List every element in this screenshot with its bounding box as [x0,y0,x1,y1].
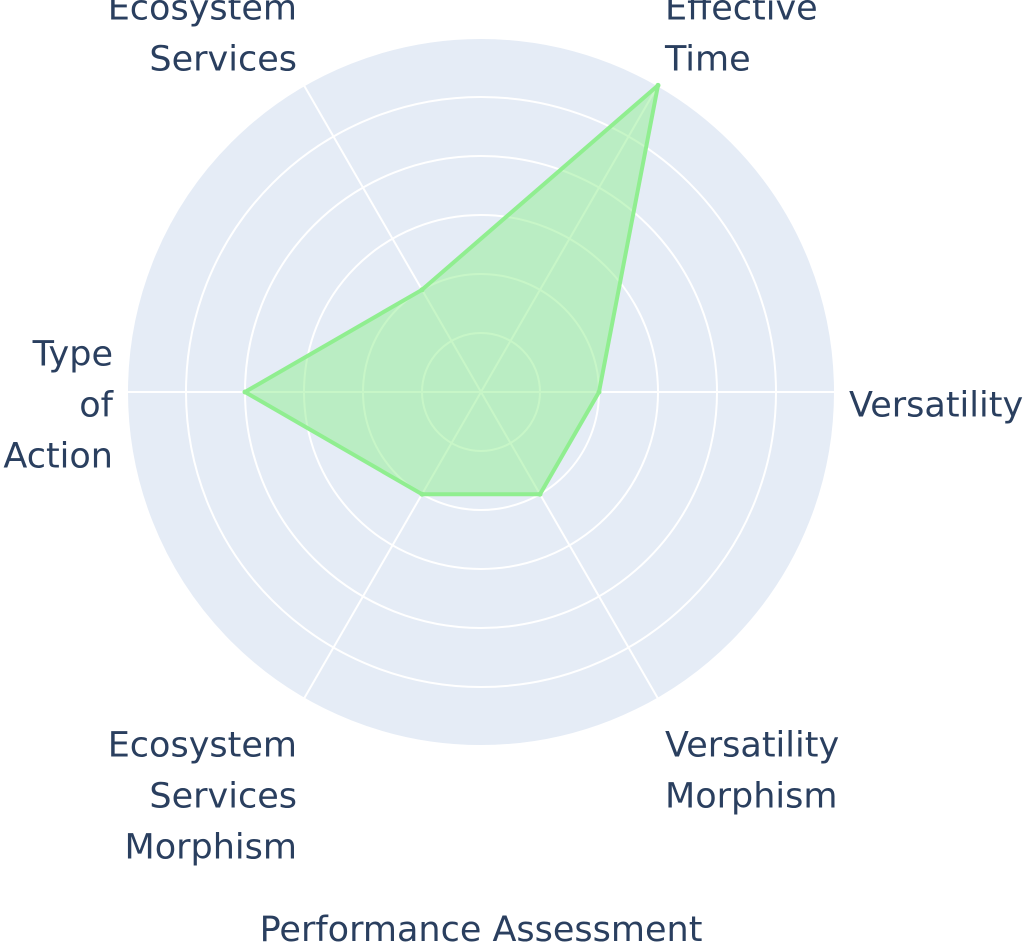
axis-label: Versatility Morphism [665,726,839,817]
data-point [537,491,543,497]
chart-title: Performance Assessment [260,910,703,948]
axis-label: Type of Action [3,335,113,477]
axis-label: Versatility [849,386,1023,426]
data-point [419,287,425,293]
data-point [596,389,602,395]
series-layer [242,82,661,497]
data-point [419,491,425,497]
axis-label: Ecosystem Services [108,0,297,79]
axis-label: Effective Time [664,0,818,79]
axis-labels: Versatility Effective Time Ecosystem Service… [3,0,1023,868]
axis-label: Ecosystem Services Morphism [108,726,297,868]
data-point [655,82,661,88]
data-point [242,389,248,395]
